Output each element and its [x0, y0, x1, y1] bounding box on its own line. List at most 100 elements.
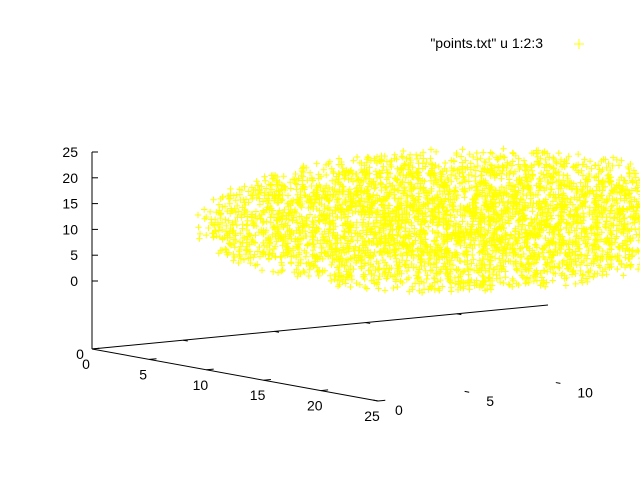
scatter-point	[479, 164, 487, 172]
scatter-point	[273, 173, 281, 181]
scatter-point	[472, 214, 479, 222]
scatter-point	[201, 215, 208, 222]
scatter-point	[358, 265, 365, 272]
scatter-point	[613, 156, 621, 164]
scatter-point	[368, 199, 375, 206]
scatter-point	[622, 187, 630, 194]
scatter-point	[217, 211, 224, 218]
scatter-point	[360, 198, 368, 205]
scatter-point	[469, 208, 477, 216]
scatter-point	[243, 208, 251, 216]
scatter-point	[371, 231, 379, 238]
scatter-point	[465, 271, 472, 278]
scatter-point	[234, 214, 241, 221]
scatter-point	[605, 240, 612, 247]
scatter-point	[415, 193, 423, 200]
scatter-point	[368, 270, 375, 277]
scatter-point	[604, 261, 612, 268]
scatter-point	[525, 184, 532, 191]
scatter-point	[364, 247, 371, 254]
scatter-point	[489, 247, 497, 254]
scatter-point	[379, 196, 387, 204]
scatter-point	[519, 190, 527, 198]
scatter-point	[382, 184, 389, 191]
scatter-point	[607, 220, 615, 227]
scatter-point	[256, 186, 263, 193]
scatter-point	[309, 236, 316, 243]
scatter-point	[546, 162, 553, 170]
scatter-point	[582, 228, 589, 235]
scatter-point	[533, 277, 541, 284]
scatter-point	[598, 180, 606, 188]
scatter-point	[513, 203, 520, 210]
scatter-point	[321, 249, 328, 257]
scatter-point	[461, 258, 468, 266]
scatter-point	[548, 215, 556, 222]
scatter-point	[569, 268, 577, 275]
scatter-point	[512, 235, 519, 243]
y-tick-far	[373, 399, 379, 402]
scatter-point	[477, 172, 485, 179]
scatter-point	[529, 247, 536, 254]
scatter-point	[237, 243, 245, 250]
scatter-point	[335, 205, 343, 213]
scatter-point	[495, 224, 503, 231]
scatter-point	[464, 220, 471, 228]
scatter-point	[229, 221, 237, 228]
scatter-point	[403, 172, 410, 179]
scatter-point	[490, 236, 498, 244]
scatter-point	[267, 202, 274, 210]
scatter-point	[558, 163, 566, 171]
scatter-point	[609, 195, 616, 203]
scatter-point	[585, 247, 592, 255]
scatter-point	[292, 180, 299, 187]
scatter-point	[502, 236, 509, 243]
scatter-point	[269, 268, 277, 275]
scatter-point	[574, 161, 582, 168]
scatter-point	[584, 278, 591, 286]
scatter-point	[554, 201, 561, 208]
scatter-point	[372, 267, 379, 274]
scatter-point	[321, 228, 328, 235]
scatter-point	[348, 255, 356, 263]
scatter-point	[622, 254, 629, 261]
x-tick	[91, 347, 100, 350]
scatter-point	[456, 234, 463, 241]
scatter-point	[284, 192, 292, 199]
scatter-point	[417, 244, 424, 252]
y-tick-label: 10	[577, 384, 593, 400]
scatter-point	[443, 182, 451, 189]
scatter-point	[501, 245, 508, 252]
scatter-point	[616, 210, 624, 218]
scatter-point	[437, 201, 445, 208]
scatter-point	[544, 259, 551, 267]
scatter-point	[416, 280, 423, 287]
scatter-point	[455, 228, 462, 236]
scatter-point	[496, 255, 503, 262]
scatter-point	[412, 151, 420, 159]
scatter-point	[268, 210, 275, 218]
scatter-point	[477, 248, 485, 255]
scatter-point	[273, 178, 280, 186]
scatter-point	[291, 176, 298, 184]
scatter-point	[481, 185, 489, 192]
scatter-point	[439, 170, 446, 178]
scatter-point	[347, 196, 354, 204]
scatter-point	[345, 169, 352, 176]
scatter-point	[550, 155, 558, 163]
scatter-point	[522, 173, 529, 181]
scatter-point	[594, 270, 601, 277]
scatter-point	[583, 255, 591, 262]
scatter-point	[432, 250, 439, 258]
scatter-point	[373, 219, 381, 226]
scatter-point	[263, 243, 271, 251]
scatter-point	[317, 183, 324, 191]
scatter-point	[312, 224, 320, 231]
scatter-point	[200, 206, 208, 213]
scatter-point	[574, 206, 581, 214]
scatter-point	[310, 262, 318, 270]
scatter-point	[488, 282, 496, 289]
scatter-point	[256, 243, 263, 251]
scatter-point	[467, 241, 475, 248]
scatter-point	[365, 186, 372, 193]
